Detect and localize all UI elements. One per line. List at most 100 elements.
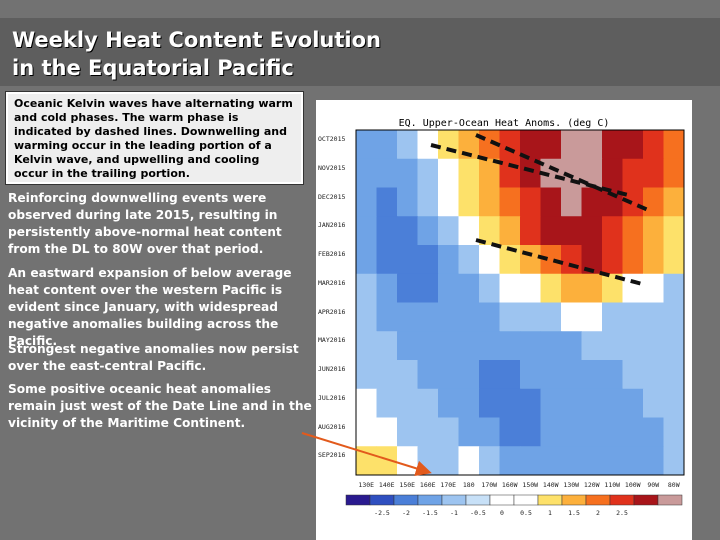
heatmap-cell	[397, 302, 418, 332]
heatmap-cell	[581, 158, 603, 188]
paragraph-expansion: An eastward expansion of below average h…	[8, 266, 292, 348]
heatmap-cell	[458, 187, 480, 217]
heatmap-cell	[663, 187, 685, 217]
heatmap-cell	[561, 360, 582, 390]
heatmap-cell	[438, 245, 459, 275]
colorbar-swatch	[537, 494, 563, 506]
heatmap-cell	[438, 331, 459, 361]
heatmap-cell	[540, 130, 562, 160]
heatmap-cell	[376, 417, 398, 447]
heatmap-cell	[499, 130, 521, 160]
colorbar-tick-label: 0.5	[520, 509, 532, 517]
heatmap-cell	[602, 417, 623, 447]
heatmap-cell	[458, 158, 480, 188]
longitude-tick-label: 160W	[501, 481, 518, 489]
heatmap-cell	[622, 245, 644, 275]
date-tick-label: MAR2016	[318, 278, 346, 287]
figure-title: EQ. Upper-Ocean Heat Anoms. (deg C)	[398, 118, 610, 129]
heatmap-cell	[602, 130, 623, 160]
heatmap-cell	[499, 187, 521, 217]
heatmap-cell	[479, 273, 500, 303]
heatmap-cell	[458, 446, 480, 476]
heatmap-cell	[376, 302, 398, 332]
heatmap-cell	[643, 158, 664, 188]
heatmap-cell	[581, 245, 603, 275]
heatmap-cell	[622, 273, 644, 303]
heatmap-svg	[345, 129, 685, 506]
heatmap-cell	[602, 360, 623, 390]
colorbar-tick-label: 0	[500, 509, 504, 517]
heatmap-cell	[663, 273, 685, 303]
colorbar-swatch	[657, 494, 683, 506]
longitude-tick-label: 80W	[667, 481, 680, 489]
date-tick-label: AUG2016	[318, 422, 346, 431]
heatmap-cell	[356, 446, 377, 476]
heatmap-cell	[458, 360, 480, 390]
colorbar-tick-label: -2.5	[374, 509, 390, 517]
heatmap-cell	[622, 158, 644, 188]
heatmap-cell	[356, 388, 377, 418]
heatmap-cell	[479, 302, 500, 332]
heatmap-cell	[602, 388, 623, 418]
plot-frame	[355, 129, 685, 476]
heatmap-cell	[643, 446, 664, 476]
heatmap-cell	[581, 302, 603, 332]
heatmap-cell	[356, 417, 377, 447]
heatmap-cell	[458, 273, 480, 303]
heatmap-cell	[540, 331, 562, 361]
heatmap-cell	[622, 130, 644, 160]
heatmap-cell	[540, 273, 562, 303]
colorbar-swatch	[393, 494, 419, 506]
heatmap-cell	[520, 331, 541, 361]
date-tick-label: JUL2016	[318, 393, 346, 402]
longitude-tick-label: 110W	[604, 481, 621, 489]
heatmap-cell	[663, 446, 685, 476]
heatmap-cell	[540, 360, 562, 390]
heatmap-cell	[643, 130, 664, 160]
colorbar-swatch	[633, 494, 659, 506]
heatmap-cell	[376, 331, 398, 361]
heatmap-cell	[581, 388, 603, 418]
heatmap-cell	[356, 331, 377, 361]
longitude-tick-label: 170W	[481, 481, 498, 489]
longitude-tick-label: 170E	[440, 481, 457, 489]
heatmap-cell	[458, 417, 480, 447]
heatmap-cell	[417, 273, 439, 303]
heatmap-cell	[397, 360, 418, 390]
heatmap-cell	[397, 130, 418, 160]
heatmap-cell	[622, 446, 644, 476]
colorbar-tick-label: -1	[450, 509, 458, 517]
heatmap-cell	[643, 245, 664, 275]
heatmap-cell	[438, 388, 459, 418]
heatmap-cell	[417, 187, 439, 217]
heatmap-cell	[663, 216, 685, 246]
heatmap-cell	[438, 302, 459, 332]
longitude-tick-label: 120W	[583, 481, 600, 489]
heatmap-cell	[417, 158, 439, 188]
date-tick-label: DEC2015	[318, 192, 346, 201]
paragraph-positive-remain: Some positive oceanic heat anomalies rem…	[8, 382, 312, 430]
colorbar-swatch	[489, 494, 515, 506]
heatmap-cell	[643, 302, 664, 332]
heatmap-cell	[356, 302, 377, 332]
heatmap-cell	[581, 273, 603, 303]
colorbar-swatch	[513, 494, 539, 506]
kelvin-wave-dashed-line	[430, 143, 629, 197]
heatmap-cell	[581, 216, 603, 246]
heatmap-cell	[602, 331, 623, 361]
heatmap-cell	[438, 360, 459, 390]
heatmap-cell	[499, 331, 521, 361]
heatmap-cell	[479, 158, 500, 188]
heatmap-cell	[397, 331, 418, 361]
heatmap-cell	[438, 446, 459, 476]
heatmap-cell	[417, 245, 439, 275]
heatmap-cell	[499, 360, 521, 390]
heatmap-cell	[356, 273, 377, 303]
heatmap-cell	[438, 130, 459, 160]
longitude-tick-label: 160E	[419, 481, 436, 489]
heatmap-cell	[622, 331, 644, 361]
heatmap-cell	[581, 187, 603, 217]
heatmap-cell	[540, 388, 562, 418]
heatmap-cell	[417, 302, 439, 332]
heatmap-cell	[622, 187, 644, 217]
